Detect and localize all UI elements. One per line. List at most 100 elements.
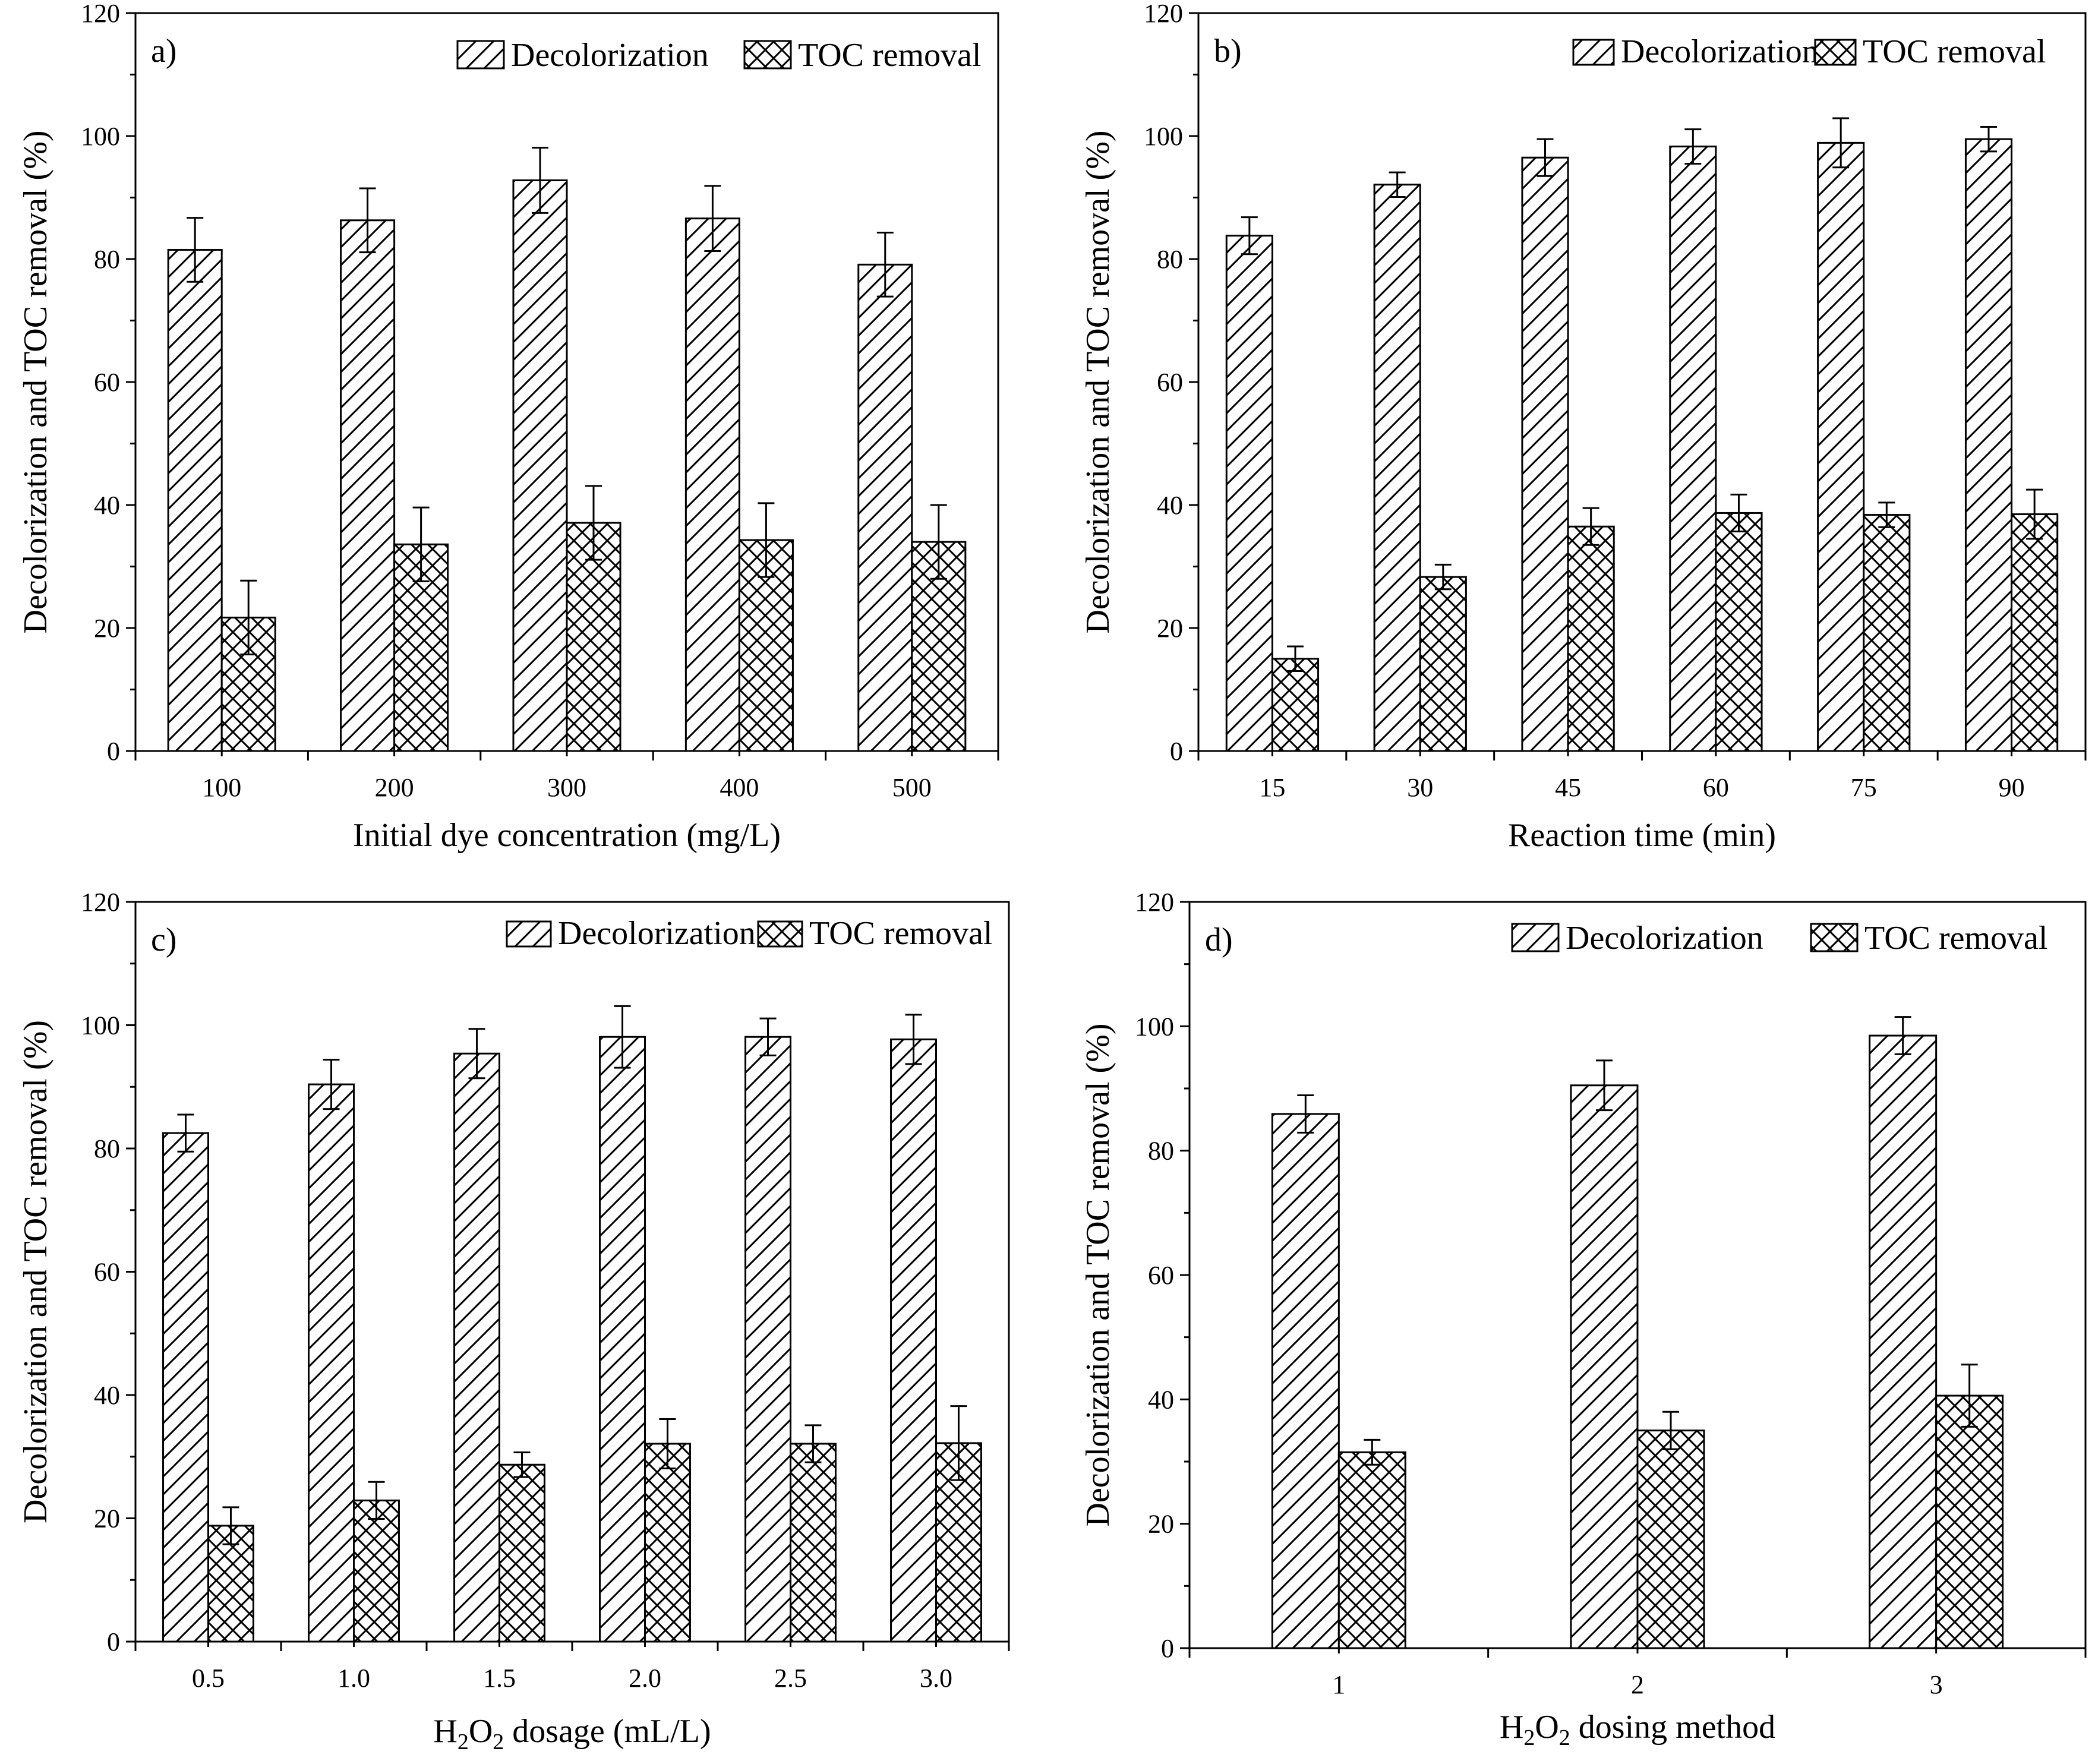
y-tick-label: 120 bbox=[1135, 888, 1174, 917]
legend-swatch-toc-removal bbox=[1814, 39, 1857, 66]
legend-swatch-decolorization bbox=[506, 920, 552, 948]
decolorization-bar bbox=[512, 179, 568, 752]
legend-label-toc-removal: TOC removal bbox=[1864, 920, 2047, 957]
x-tick-label: 30 bbox=[1407, 773, 1433, 802]
y-axis-title: Decolorization and TOC removal (%) bbox=[1080, 1024, 1116, 1527]
legend-label-toc-removal: TOC removal bbox=[1863, 33, 2046, 70]
y-tick-label: 80 bbox=[94, 245, 120, 274]
decolorization-bar bbox=[1964, 138, 2013, 752]
legend: Decolorization TOC removal bbox=[506, 915, 992, 952]
toc-removal-bar bbox=[2011, 513, 2059, 752]
legend-swatch-toc-removal bbox=[1810, 923, 1859, 952]
x-axis-title: H2O2 dosing method bbox=[1500, 1709, 1775, 1750]
x-tick-label: 3 bbox=[1930, 1670, 1943, 1699]
x-tick-label: 45 bbox=[1555, 773, 1581, 802]
decolorization-bar bbox=[167, 248, 223, 752]
chart-panel-2: 0 20 40 60 80 100 120 15 30 45 60 75 90 b) Decolorizat… bbox=[1080, 0, 2087, 854]
y-tick-label: 80 bbox=[1157, 245, 1183, 274]
toc-removal-bar bbox=[1271, 658, 1320, 752]
x-tick-label: 15 bbox=[1259, 773, 1285, 802]
legend-swatch-decolorization bbox=[1511, 923, 1560, 952]
y-tick-label: 0 bbox=[107, 1627, 120, 1656]
y-tick-label: 60 bbox=[94, 368, 120, 397]
y-tick-label: 0 bbox=[1161, 1634, 1174, 1663]
decolorization-bar bbox=[599, 1036, 646, 1643]
decolorization-bar bbox=[1521, 156, 1569, 752]
x-tick-label: 1.0 bbox=[337, 1664, 370, 1693]
chart-panel-4: 0 20 40 60 80 100 120 1 2 3 d) Decolorization TOC re… bbox=[1080, 888, 2087, 1750]
toc-removal-bar bbox=[644, 1443, 691, 1643]
y-tick-label: 60 bbox=[1157, 368, 1183, 397]
y-axis-title: Decolorization and TOC removal (%) bbox=[17, 1020, 54, 1523]
x-tick-label: 0.5 bbox=[192, 1664, 225, 1693]
decolorization-bar bbox=[744, 1036, 792, 1643]
decolorization-bar bbox=[1225, 235, 1273, 752]
y-tick-label: 40 bbox=[1157, 491, 1183, 520]
legend-label-decolorization: Decolorization bbox=[1621, 33, 1819, 70]
decolorization-bar bbox=[684, 217, 740, 752]
y-tick-label: 60 bbox=[94, 1258, 120, 1287]
y-tick-label: 40 bbox=[94, 491, 120, 520]
y-tick-label: 120 bbox=[81, 888, 120, 917]
legend-label-decolorization: Decolorization bbox=[558, 915, 756, 952]
toc-removal-bar bbox=[1935, 1394, 2004, 1649]
toc-removal-bar bbox=[1863, 514, 1911, 752]
y-tick-label: 40 bbox=[94, 1381, 120, 1410]
legend: Decolorization TOC removal bbox=[1572, 33, 2046, 70]
decolorization-bar bbox=[857, 263, 913, 752]
toc-removal-bar bbox=[353, 1499, 400, 1643]
toc-removal-bar bbox=[1337, 1451, 1406, 1649]
y-axis-title: Decolorization and TOC removal (%) bbox=[1080, 131, 1116, 634]
x-tick-label: 500 bbox=[892, 773, 932, 802]
y-tick-label: 20 bbox=[1157, 614, 1183, 643]
x-tick-label: 90 bbox=[1999, 773, 2025, 802]
y-tick-label: 40 bbox=[1148, 1385, 1174, 1414]
decolorization-bar bbox=[1373, 184, 1421, 752]
decolorization-bar bbox=[162, 1132, 209, 1643]
legend: Decolorization TOC removal bbox=[1511, 920, 2047, 957]
legend-label-toc-removal: TOC removal bbox=[809, 915, 992, 952]
chart-panel-1: 0 20 40 60 80 100 120 100 200 300 400 500 a) Decolori… bbox=[17, 0, 999, 854]
toc-removal-bar bbox=[1636, 1429, 1705, 1649]
toc-removal-bar bbox=[1567, 525, 1615, 752]
x-axis-title: H2O2 dosage (mL/L) bbox=[433, 1713, 711, 1754]
x-tick-label: 300 bbox=[547, 773, 586, 802]
toc-removal-bar bbox=[1419, 576, 1467, 752]
y-tick-label: 80 bbox=[94, 1134, 120, 1163]
decolorization-bar bbox=[890, 1038, 938, 1643]
x-tick-label: 200 bbox=[375, 773, 414, 802]
decolorization-bar bbox=[340, 219, 396, 752]
plot-frame bbox=[134, 901, 1010, 1643]
toc-removal-bar bbox=[790, 1443, 837, 1643]
y-tick-label: 100 bbox=[1144, 122, 1183, 151]
x-axis-title: Reaction time (min) bbox=[1508, 817, 1776, 854]
y-axis-title: Decolorization and TOC removal (%) bbox=[17, 131, 54, 634]
x-tick-label: 1.5 bbox=[483, 1664, 516, 1693]
x-tick-label: 1 bbox=[1332, 1670, 1345, 1699]
x-tick-label: 2.5 bbox=[774, 1664, 807, 1693]
chart-panel-3: 0 20 40 60 80 100 120 0.5 1.0 1.5 2.0 2.5 3.0 c) Decol… bbox=[17, 888, 1010, 1754]
x-tick-label: 3.0 bbox=[920, 1664, 952, 1693]
y-tick-label: 20 bbox=[94, 614, 120, 643]
legend-swatch-decolorization bbox=[456, 40, 505, 70]
y-tick-label: 0 bbox=[107, 737, 120, 766]
x-tick-label: 60 bbox=[1703, 773, 1729, 802]
panel-label: a) bbox=[151, 33, 177, 70]
panel-label: d) bbox=[1205, 922, 1233, 958]
panel-label: b) bbox=[1214, 33, 1242, 70]
x-tick-label: 75 bbox=[1851, 773, 1877, 802]
y-tick-label: 120 bbox=[1144, 0, 1183, 28]
decolorization-bar bbox=[308, 1083, 355, 1643]
x-tick-label: 400 bbox=[720, 773, 759, 802]
decolorization-bar bbox=[453, 1052, 500, 1643]
x-tick-label: 100 bbox=[202, 773, 241, 802]
panel-label: c) bbox=[151, 922, 177, 958]
y-tick-label: 120 bbox=[81, 0, 120, 28]
legend-label-toc-removal: TOC removal bbox=[798, 37, 981, 74]
legend-label-decolorization: Decolorization bbox=[1566, 920, 1763, 957]
y-tick-label: 0 bbox=[1170, 737, 1183, 766]
toc-removal-bar bbox=[1715, 512, 1763, 752]
y-tick-label: 20 bbox=[1148, 1510, 1174, 1539]
x-tick-label: 2.0 bbox=[629, 1664, 661, 1693]
